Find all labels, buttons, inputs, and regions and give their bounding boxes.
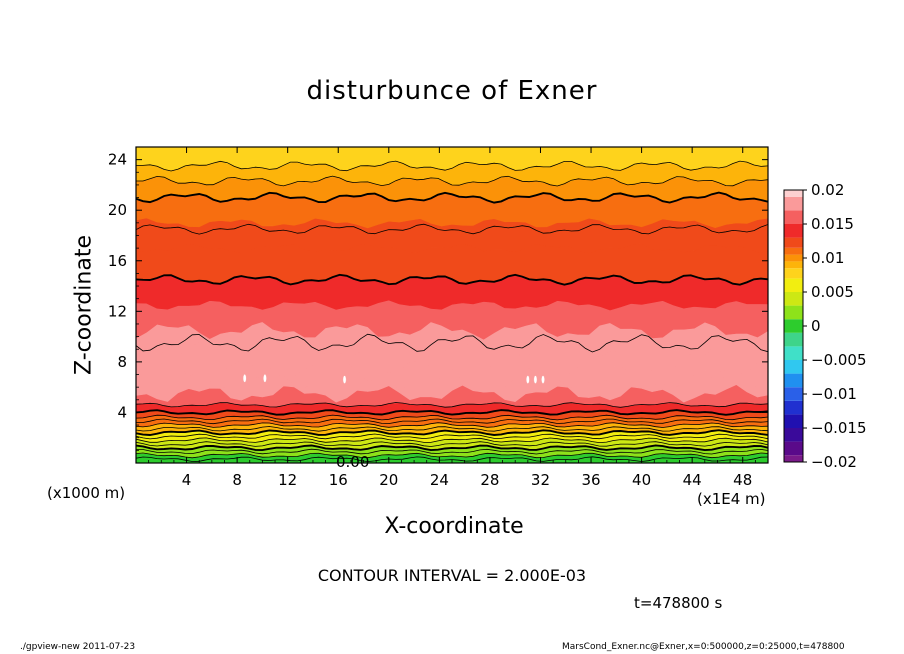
colorbar-swatch xyxy=(784,387,803,401)
contour-line xyxy=(136,223,768,235)
x-tick-label: 16 xyxy=(329,471,348,489)
colorbar-swatch xyxy=(784,373,803,388)
y-tick-label: 8 xyxy=(117,353,127,371)
y-tick-label: 12 xyxy=(108,302,127,320)
colorbar-label: 0 xyxy=(811,317,821,335)
x-tick-label: 8 xyxy=(232,471,242,489)
x-axis: 4 8 12 16 20 24 28 32 36 40 44 48 xyxy=(148,147,756,489)
colorbar-label: −0.005 xyxy=(811,351,867,369)
contour-pocket xyxy=(533,375,538,384)
contour-pocket xyxy=(342,375,347,384)
x-tick-label: 28 xyxy=(480,471,499,489)
colorbar-swatch xyxy=(784,278,803,292)
colorbar-swatch xyxy=(784,319,803,333)
contour-line xyxy=(136,409,768,416)
colorbar-label: 0.005 xyxy=(811,283,854,301)
contour-line xyxy=(136,273,768,286)
colorbar-label: 0.015 xyxy=(811,215,854,233)
chart-title: disturbunce of Exner xyxy=(306,76,598,106)
colorbar-swatch xyxy=(784,268,803,279)
colorbar-label: 0.02 xyxy=(811,181,844,199)
y-tick-label: 24 xyxy=(108,151,127,169)
colorbar-swatch xyxy=(784,190,803,197)
contour-line xyxy=(136,418,768,425)
contour-line xyxy=(136,333,768,353)
y-tick-label: 4 xyxy=(117,403,127,421)
contour-line xyxy=(136,433,768,440)
contour-line xyxy=(136,437,768,444)
contour-line xyxy=(136,441,768,447)
colorbar-swatch xyxy=(784,346,803,360)
y-axis: 4 8 12 16 20 24 xyxy=(108,151,768,451)
contour-lines xyxy=(136,160,768,463)
x-tick-label: 4 xyxy=(182,471,192,489)
x-tick-label: 44 xyxy=(683,471,702,489)
contour-line xyxy=(136,191,768,204)
contour-interval-text: CONTOUR INTERVAL = 2.000E-03 xyxy=(317,566,587,585)
colorbar-swatch xyxy=(784,441,803,456)
contour-line xyxy=(136,175,768,187)
colorbar: 0.02 0.015 0.01 0.005 0 −0.005 −0.01 −0.015 −0.0… xyxy=(783,181,867,471)
contour-pocket xyxy=(541,375,545,384)
contour-pocket xyxy=(263,374,267,383)
contour-line xyxy=(136,448,768,455)
time-stamp: t=478800 s xyxy=(634,594,723,612)
x-tick-label: 24 xyxy=(430,471,449,489)
colorbar-swatch xyxy=(784,305,803,320)
colorbar-swatch xyxy=(784,254,803,262)
colorbar-label: −0.01 xyxy=(811,385,857,403)
colorbar-swatch xyxy=(784,414,803,428)
colorbar-swatch xyxy=(784,360,803,374)
contour-pocket xyxy=(526,375,530,384)
contour-line xyxy=(136,426,768,432)
contour-pocket xyxy=(242,374,247,383)
colorbar-swatch xyxy=(784,247,803,255)
contour-line xyxy=(136,452,768,459)
colorbar-swatch xyxy=(784,224,803,238)
contour-line xyxy=(136,402,768,408)
colorbar-label: 0.01 xyxy=(811,249,844,267)
contour-line xyxy=(136,429,768,436)
contour-line xyxy=(136,456,768,463)
contour-line xyxy=(136,444,768,452)
colorbar-swatch xyxy=(784,400,803,415)
x-scale-note: (x1E4 m) xyxy=(697,490,766,508)
colorbar-swatch xyxy=(784,455,803,462)
colorbar-swatch xyxy=(784,237,803,248)
colorbar-swatch xyxy=(784,196,803,211)
max-value-pockets xyxy=(242,374,545,384)
colorbar-swatch xyxy=(784,428,803,442)
contour-line xyxy=(136,160,768,172)
colorbar-swatch xyxy=(784,261,803,269)
colorbar-label: −0.02 xyxy=(811,453,857,471)
x-tick-label: 12 xyxy=(278,471,297,489)
y-tick-label: 16 xyxy=(108,252,127,270)
y-tick-label: 20 xyxy=(108,201,127,219)
colorbar-swatch xyxy=(784,332,803,347)
contour-label-zero: 0.00 xyxy=(336,453,369,471)
colorbar-swatch xyxy=(784,210,803,224)
footer-source: MarsCond_Exner.nc@Exner,x=0:500000,z=0:2… xyxy=(562,642,845,652)
x-tick-label: 32 xyxy=(531,471,550,489)
colorbar-swatch xyxy=(784,292,803,306)
x-unit-note: (x1000 m) xyxy=(47,484,126,502)
x-tick-label: 40 xyxy=(632,471,651,489)
contour-line xyxy=(136,414,768,421)
x-tick-label: 20 xyxy=(379,471,398,489)
x-tick-label: 48 xyxy=(733,471,752,489)
contour-line xyxy=(136,422,768,428)
x-axis-label: X-coordinate xyxy=(384,514,524,539)
footer-program: ./gpview-new 2011-07-23 xyxy=(20,642,136,652)
x-tick-label: 36 xyxy=(581,471,600,489)
colorbar-label: −0.015 xyxy=(811,419,867,437)
